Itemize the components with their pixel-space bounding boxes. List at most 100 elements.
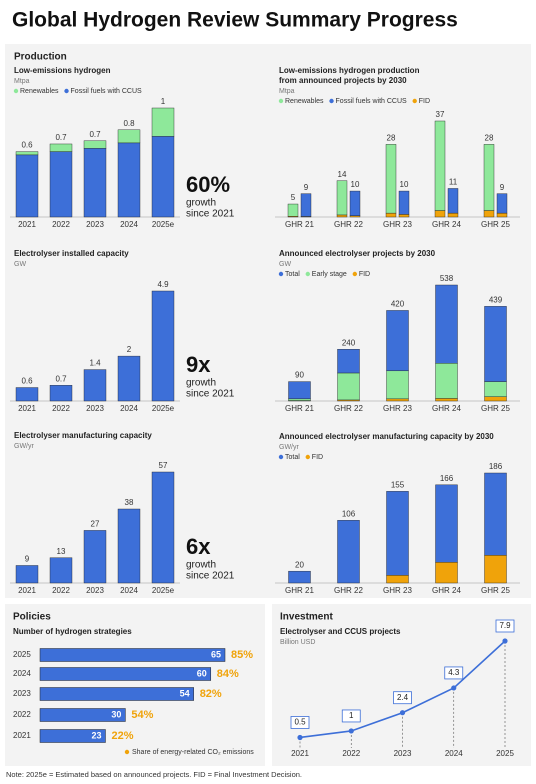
- y-tick-label: 2024: [13, 669, 31, 678]
- bar: [39, 648, 226, 662]
- legend-label: Total: [285, 271, 300, 278]
- bar-segment: [435, 284, 458, 364]
- x-tick-label: 2022: [52, 220, 70, 229]
- bar-segment: [151, 290, 175, 402]
- bar-segment: [386, 310, 409, 372]
- legend-label: Fossil fuels with CCUS: [336, 98, 408, 105]
- bar-segment: [435, 363, 458, 399]
- x-tick-label: 2023: [86, 586, 104, 595]
- bar-segment: [435, 562, 458, 584]
- legend-swatch: [64, 88, 69, 94]
- chart-title: Number of hydrogen strategies: [13, 627, 132, 636]
- share-label: 54%: [131, 709, 153, 721]
- legend-swatch: [124, 749, 130, 755]
- bar-segment: [385, 212, 397, 218]
- chart-unit: GW: [279, 261, 291, 268]
- share-label: 85%: [231, 649, 253, 661]
- bar-segment: [336, 214, 348, 218]
- bar: [39, 687, 194, 701]
- bar-segment: [288, 381, 311, 400]
- x-tick-label: 2022: [342, 749, 360, 758]
- bar-segment: [83, 148, 107, 218]
- bar: [39, 667, 212, 681]
- value-label: 420: [391, 300, 405, 309]
- value-label: 10: [400, 180, 409, 189]
- x-tick-label: GHR 21: [285, 220, 314, 229]
- bar-segment: [288, 398, 311, 401]
- y-tick-label: 2022: [13, 710, 31, 719]
- bar-segment: [117, 142, 141, 218]
- x-tick-label: 2023: [86, 220, 104, 229]
- value-label: 65: [211, 649, 221, 659]
- point: [297, 734, 303, 741]
- stat-value: 60%: [186, 172, 230, 197]
- x-tick-label: 2025: [496, 749, 514, 758]
- bar-segment: [300, 193, 312, 217]
- value-label: 23: [91, 730, 101, 740]
- bar-segment: [151, 471, 175, 584]
- value-label: 186: [489, 462, 503, 471]
- chart-title: Announced electrolyser projects by 2030: [279, 249, 436, 258]
- x-tick-label: 2025e: [152, 586, 175, 595]
- value-label: 9: [25, 555, 30, 564]
- bar: [39, 708, 126, 722]
- legend-swatch: [13, 88, 19, 94]
- x-tick-label: 2023: [86, 404, 104, 413]
- value-label: 10: [351, 180, 360, 189]
- bar-segment: [447, 188, 459, 214]
- point: [451, 685, 457, 691]
- legend-label: Fossil fuels with CCUS: [71, 88, 143, 95]
- bar-segment: [151, 136, 175, 218]
- value-label: 0.6: [21, 377, 33, 386]
- x-tick-label: GHR 24: [432, 586, 461, 595]
- section-heading: Production: [14, 52, 67, 63]
- stat-text: since 2021: [186, 389, 235, 400]
- x-tick-label: 2024: [120, 220, 138, 229]
- x-tick-label: 2023: [394, 749, 412, 758]
- legend-label: Early stage: [312, 271, 347, 278]
- bar-segment: [484, 472, 507, 556]
- label-box: [444, 666, 464, 680]
- x-tick-label: GHR 22: [334, 586, 363, 595]
- point: [399, 710, 406, 716]
- legend-swatch: [412, 98, 417, 104]
- bar-segment: [386, 398, 409, 402]
- value-label: 20: [295, 560, 304, 569]
- x-tick-label: 2021: [18, 586, 36, 595]
- value-label: 0.7: [55, 374, 67, 383]
- bar-segment: [434, 120, 446, 211]
- bar-segment: [151, 107, 175, 137]
- chart-title: from announced projects by 2030: [279, 76, 407, 85]
- label-box: [393, 691, 412, 705]
- bar-segment: [385, 144, 397, 214]
- x-tick-label: GHR 24: [432, 220, 461, 229]
- bar-segment: [15, 151, 39, 156]
- bar-segment: [398, 214, 410, 218]
- value-label: 57: [159, 461, 168, 470]
- value-label: 1: [161, 97, 166, 106]
- value-label: 2: [127, 345, 132, 354]
- value-label: 155: [391, 480, 405, 489]
- x-tick-label: 2022: [52, 586, 70, 595]
- bar-segment: [117, 129, 141, 144]
- bar-segment: [49, 143, 73, 152]
- bar-segment: [336, 180, 348, 216]
- bar-segment: [386, 370, 409, 400]
- stat-text: growth: [186, 560, 216, 571]
- chart-unit: GW: [14, 261, 26, 268]
- bar-segment: [435, 484, 458, 563]
- value-label: 0.6: [21, 141, 33, 150]
- bar-segment: [483, 144, 495, 211]
- value-label: 37: [436, 110, 445, 119]
- bar-segment: [386, 575, 409, 584]
- value-label: 1.4: [89, 359, 101, 368]
- value-label: 54: [180, 688, 190, 698]
- legend-label: Renewables: [20, 88, 59, 95]
- share-label: 82%: [200, 688, 222, 700]
- legend-label: FID: [312, 454, 323, 461]
- x-tick-label: GHR 22: [334, 220, 363, 229]
- value-label: 4.3: [448, 668, 460, 677]
- bar-segment: [496, 212, 508, 218]
- chart-title: Electrolyser and CCUS projects: [280, 627, 401, 636]
